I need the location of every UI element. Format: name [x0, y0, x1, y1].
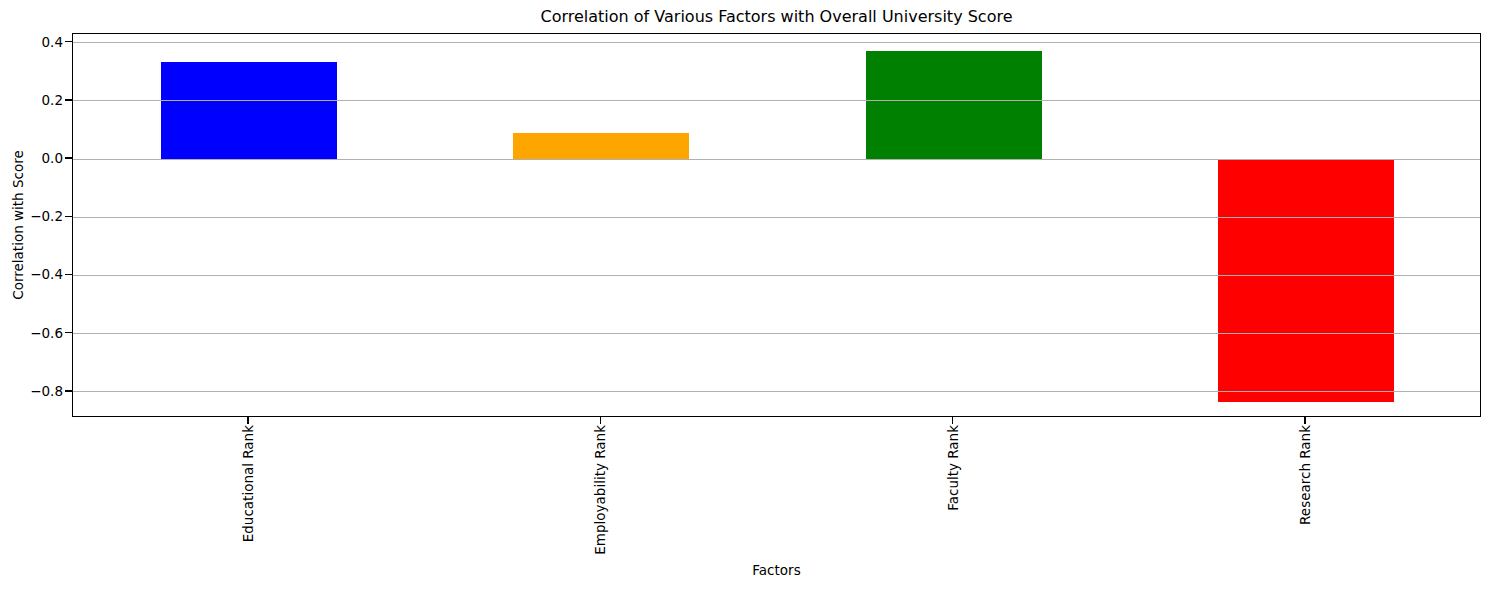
- y-tick-mark: [65, 157, 72, 159]
- y-gridline: [73, 391, 1480, 392]
- y-tick-mark: [65, 390, 72, 392]
- y-tick-label: 0.2: [0, 93, 63, 107]
- y-gridline: [73, 217, 1480, 218]
- y-tick-mark: [65, 274, 72, 276]
- y-tick-label: −0.6: [0, 326, 63, 340]
- x-tick-mark: [952, 417, 954, 424]
- x-tick-label-faculty-rank: Faculty Rank: [945, 425, 960, 511]
- x-tick-label-employability-rank: Employability Rank: [593, 425, 608, 555]
- y-tick-label: 0.0: [0, 151, 63, 165]
- x-tick-label-research-rank: Research Rank: [1297, 425, 1312, 525]
- y-tick-mark: [65, 41, 72, 43]
- plot-area: [72, 33, 1481, 417]
- y-tick-label: −0.4: [0, 267, 63, 281]
- x-tick-mark: [247, 417, 249, 424]
- y-tick-label: −0.2: [0, 209, 63, 223]
- y-gridline: [73, 100, 1480, 101]
- x-tick-mark: [1304, 417, 1306, 424]
- x-axis-label: Factors: [72, 562, 1481, 578]
- y-gridline: [73, 275, 1480, 276]
- y-tick-label: 0.4: [0, 35, 63, 49]
- y-tick-mark: [65, 332, 72, 334]
- chart-title: Correlation of Various Factors with Over…: [72, 7, 1481, 27]
- bar-employability-rank: [513, 133, 689, 159]
- bar-faculty-rank: [866, 51, 1042, 159]
- bar-research-rank: [1218, 159, 1394, 402]
- y-tick-mark: [65, 216, 72, 218]
- y-gridline: [73, 42, 1480, 43]
- y-tick-label: −0.8: [0, 384, 63, 398]
- x-tick-label-educational-rank: Educational Rank: [241, 425, 256, 542]
- y-gridline: [73, 333, 1480, 334]
- y-gridline: [73, 159, 1480, 160]
- x-tick-mark: [600, 417, 602, 424]
- bar-educational-rank: [161, 62, 337, 159]
- bar-chart-figure: Correlation of Various Factors with Over…: [0, 0, 1489, 590]
- y-tick-mark: [65, 99, 72, 101]
